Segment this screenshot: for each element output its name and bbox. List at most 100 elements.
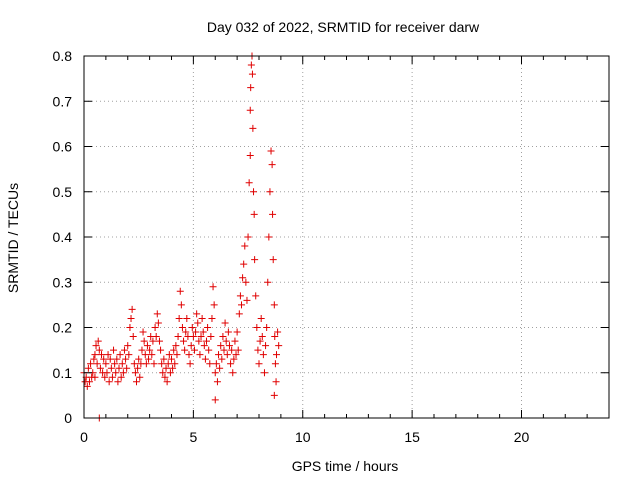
data-point [131, 369, 139, 377]
data-point [189, 333, 197, 341]
data-point [133, 378, 140, 386]
data-point [266, 188, 274, 196]
data-point [239, 274, 247, 282]
data-point [193, 310, 201, 318]
data-point [148, 351, 156, 359]
data-point [210, 301, 218, 309]
data-point [119, 369, 127, 377]
data-point [245, 179, 253, 187]
data-point [217, 342, 225, 350]
data-point [274, 328, 282, 336]
data-point [107, 364, 115, 372]
data-point [177, 301, 185, 309]
data-point [250, 188, 258, 196]
data-point [232, 351, 240, 359]
data-point [160, 355, 168, 363]
data-point [249, 124, 257, 132]
data-point [236, 292, 244, 300]
data-point [124, 342, 132, 350]
data-point [206, 360, 214, 368]
data-point [273, 351, 280, 359]
data-point [269, 210, 277, 218]
data-point [126, 324, 134, 331]
data-point [213, 378, 221, 386]
data-point [169, 364, 177, 372]
data-point [134, 364, 142, 372]
data-point [250, 210, 258, 218]
data-point [173, 351, 181, 359]
data-point [168, 355, 175, 363]
data-point [271, 360, 279, 368]
data-point [143, 342, 151, 350]
data-point [90, 355, 98, 363]
data-point [256, 337, 264, 345]
data-point [161, 373, 169, 381]
data-point [120, 346, 128, 354]
data-point [183, 314, 191, 322]
data-point [185, 351, 193, 359]
data-point [227, 360, 235, 368]
y-axis-label: SRMTID / TECUs [5, 183, 21, 293]
data-point [187, 342, 195, 350]
data-point [195, 337, 203, 345]
data-point [163, 378, 171, 386]
data-point [216, 364, 224, 372]
data-point [122, 355, 130, 363]
data-point [95, 346, 103, 354]
data-point [196, 351, 204, 359]
data-point [158, 360, 166, 368]
data-points [80, 52, 283, 422]
data-point [238, 301, 245, 309]
data-point [222, 337, 230, 345]
y-tick-label: 0.6 [53, 139, 73, 155]
data-point [155, 337, 163, 345]
data-point [205, 346, 213, 354]
data-point [233, 328, 241, 336]
data-point [110, 346, 118, 354]
y-tick-label: 0 [64, 410, 72, 426]
data-point [96, 364, 104, 372]
data-point [212, 360, 220, 368]
data-point [240, 260, 248, 268]
data-point [92, 342, 100, 350]
data-point [136, 373, 144, 381]
x-tick-label: 0 [80, 429, 88, 445]
data-point [246, 152, 254, 160]
data-point [200, 342, 208, 350]
data-point [203, 337, 210, 345]
data-point [253, 324, 261, 331]
data-point [218, 355, 226, 363]
data-point [207, 333, 215, 341]
grid [84, 56, 609, 418]
data-point [265, 233, 273, 241]
data-point [230, 355, 238, 363]
data-point [172, 342, 180, 350]
data-point [263, 324, 271, 331]
data-point [264, 278, 272, 286]
x-tick-label: 20 [514, 429, 530, 445]
data-point [140, 337, 148, 345]
data-point [255, 360, 263, 368]
data-point [247, 84, 255, 92]
data-point [181, 346, 189, 354]
data-point [128, 305, 136, 313]
data-point [270, 301, 278, 309]
y-tick-label: 0.7 [53, 93, 73, 109]
data-point [91, 351, 99, 359]
data-point [198, 314, 206, 322]
data-point [105, 378, 113, 386]
y-tick-label: 0.2 [53, 320, 73, 336]
data-point [138, 346, 146, 354]
data-point [194, 319, 202, 327]
data-point [235, 310, 243, 318]
data-point [101, 373, 109, 381]
data-point [104, 351, 112, 359]
data-point [197, 333, 205, 341]
data-point [188, 324, 196, 331]
data-point [123, 364, 131, 372]
data-point [243, 296, 251, 304]
data-point [142, 360, 150, 368]
data-point [258, 333, 266, 341]
data-point [100, 355, 108, 363]
